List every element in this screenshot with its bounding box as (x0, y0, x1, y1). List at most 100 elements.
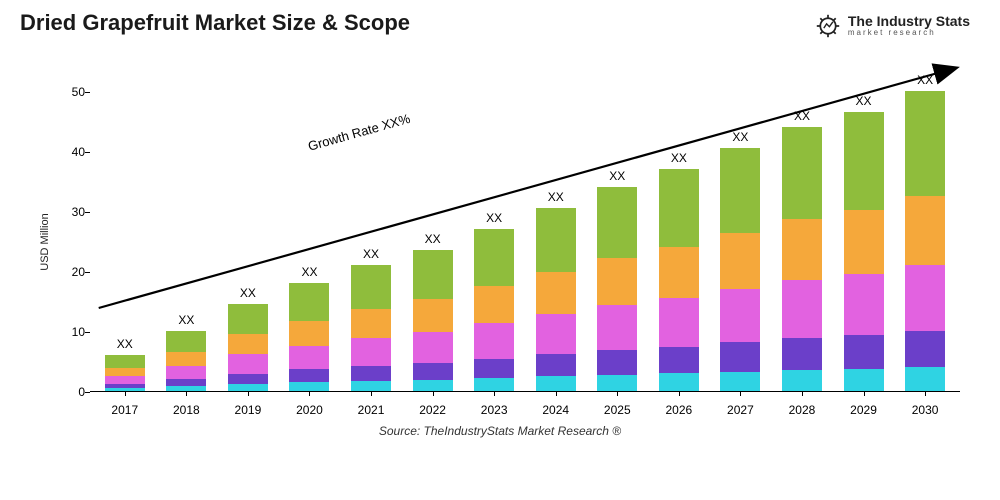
bar-segment (536, 376, 576, 391)
bar-stack (536, 208, 576, 391)
bar-segment (413, 299, 453, 331)
brand-logo: The Industry Stats market research (814, 12, 970, 40)
bar-segment (166, 379, 206, 386)
bar-segment (474, 229, 514, 286)
bar-segment (536, 272, 576, 314)
bar-segment (413, 250, 453, 299)
bar-segment (105, 368, 145, 376)
bar-segment (351, 381, 391, 391)
x-tick-label: 2026 (659, 403, 699, 417)
bar-segment (782, 370, 822, 391)
bar-segment (659, 247, 699, 298)
logo-main-text: The Industry Stats (848, 14, 970, 29)
bar-segment (844, 369, 884, 391)
bar-segment (782, 338, 822, 370)
bar-segment (228, 334, 268, 354)
x-tick-label: 2021 (351, 403, 391, 417)
bar-stack (474, 229, 514, 391)
bar-segment (844, 112, 884, 210)
bar-value-label: XX (659, 151, 699, 166)
x-tick-label: 2019 (228, 403, 268, 417)
bar-stack (228, 304, 268, 391)
y-tick-label: 0 (60, 385, 85, 399)
bar-stack (105, 355, 145, 391)
bar-stack (782, 127, 822, 391)
bar-group: XX (351, 265, 391, 391)
bar-segment (166, 331, 206, 352)
bar-segment (536, 208, 576, 272)
x-tick-label: 2028 (782, 403, 822, 417)
bars-group: XXXXXXXXXXXXXXXXXXXXXXXXXXXX (90, 62, 960, 391)
bar-value-label: XX (597, 169, 637, 184)
bar-value-label: XX (289, 265, 329, 280)
gear-icon (814, 12, 842, 40)
x-tick-label: 2029 (844, 403, 884, 417)
bar-segment (659, 298, 699, 347)
bar-segment (782, 280, 822, 338)
bar-value-label: XX (228, 286, 268, 301)
bar-segment (720, 342, 760, 371)
y-tick-label: 50 (60, 85, 85, 99)
bar-value-label: XX (474, 211, 514, 226)
bar-group: XX (474, 229, 514, 391)
bar-stack (351, 265, 391, 391)
bar-segment (720, 233, 760, 289)
plot-region: XXXXXXXXXXXXXXXXXXXXXXXXXXXX 01020304050 (90, 62, 960, 392)
bar-value-label: XX (782, 109, 822, 124)
bar-segment (228, 304, 268, 334)
source-caption: Source: TheIndustryStats Market Research… (30, 424, 970, 438)
bar-value-label: XX (351, 247, 391, 262)
logo-sub-text: market research (848, 29, 970, 37)
bar-segment (720, 372, 760, 391)
bar-segment (597, 350, 637, 374)
bar-stack (659, 169, 699, 391)
chart-container: Dried Grapefruit Market Size & Scope The… (0, 0, 1000, 500)
bar-segment (536, 354, 576, 376)
bar-segment (289, 382, 329, 391)
bar-segment (166, 352, 206, 366)
bar-segment (659, 169, 699, 247)
bar-segment (166, 366, 206, 379)
x-tick-label: 2017 (105, 403, 145, 417)
bar-segment (228, 374, 268, 384)
y-axis-title: USD Million (39, 213, 51, 270)
bar-segment (351, 265, 391, 309)
bar-segment (474, 286, 514, 323)
bar-value-label: XX (536, 190, 576, 205)
bar-stack (844, 112, 884, 391)
y-tick-label: 10 (60, 325, 85, 339)
bar-group: XX (289, 283, 329, 391)
bar-segment (413, 363, 453, 380)
bar-stack (413, 250, 453, 391)
y-tick-label: 40 (60, 145, 85, 159)
x-tick-label: 2020 (289, 403, 329, 417)
bar-segment (474, 378, 514, 391)
bar-segment (720, 289, 760, 342)
bar-value-label: XX (413, 232, 453, 247)
bar-segment (659, 373, 699, 391)
bar-segment (905, 367, 945, 391)
bar-value-label: XX (905, 73, 945, 88)
bar-group: XX (413, 250, 453, 391)
bar-segment (536, 314, 576, 354)
bar-group: XX (844, 112, 884, 391)
bar-stack (905, 91, 945, 391)
bar-group: XX (720, 148, 760, 391)
bar-segment (474, 359, 514, 378)
bar-value-label: XX (720, 130, 760, 145)
chart-area: USD Million XXXXXXXXXXXXXXXXXXXXXXXXXXXX… (30, 42, 970, 442)
bar-segment (597, 258, 637, 305)
bar-segment (844, 335, 884, 368)
bar-segment (289, 346, 329, 370)
bar-value-label: XX (844, 94, 884, 109)
bar-segment (782, 219, 822, 280)
bar-segment (351, 338, 391, 366)
bar-segment (844, 210, 884, 274)
bar-segment (413, 332, 453, 363)
x-axis-labels: 2017201820192020202120222023202420252026… (90, 403, 960, 417)
x-tick-label: 2027 (720, 403, 760, 417)
bar-segment (597, 187, 637, 258)
y-tick-label: 30 (60, 205, 85, 219)
bar-stack (597, 187, 637, 391)
bar-group: XX (905, 91, 945, 391)
